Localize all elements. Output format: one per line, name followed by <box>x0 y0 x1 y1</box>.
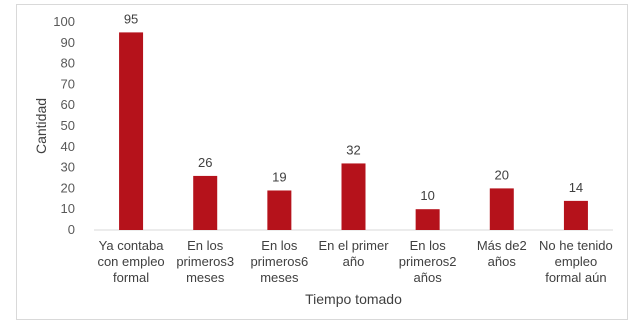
y-tick-label: 60 <box>61 97 75 112</box>
bar <box>342 163 366 230</box>
category-label: En los primeros2 años <box>399 238 457 285</box>
bar-value-label: 26 <box>198 155 212 170</box>
category-label: En los primeros6 meses <box>250 238 308 285</box>
y-tick-label: 50 <box>61 118 75 133</box>
bar <box>564 201 588 230</box>
y-tick-label: 70 <box>61 76 75 91</box>
category-label: En los primeros3 meses <box>176 238 234 285</box>
bar-value-label: 10 <box>420 188 434 203</box>
bar-value-label: 32 <box>346 142 360 157</box>
bar-value-label: 20 <box>495 167 509 182</box>
bar-value-label: 95 <box>124 11 138 26</box>
y-axis-title: Cantidad <box>33 98 49 154</box>
category-label: En el primer año <box>318 238 389 269</box>
y-axis-ticks: 0 10 20 30 40 50 60 70 80 90 100 <box>53 14 75 237</box>
y-tick-label: 20 <box>61 180 75 195</box>
y-tick-label: 90 <box>61 35 75 50</box>
y-tick-label: 0 <box>68 222 75 237</box>
category-label: No he tenido empleo formal aún <box>539 238 613 285</box>
y-tick-label: 40 <box>61 139 75 154</box>
category-labels: Ya contaba con empleo formal En los primeros… <box>97 238 612 285</box>
y-tick-label: 100 <box>53 14 75 29</box>
bars <box>119 32 588 230</box>
y-tick-label: 30 <box>61 160 75 175</box>
bar <box>490 188 514 230</box>
y-tick-label: 80 <box>61 56 75 71</box>
bar-value-label: 19 <box>272 169 286 184</box>
bar-value-label: 14 <box>569 180 583 195</box>
x-axis-title: Tiempo tomado <box>305 291 402 307</box>
category-label: Más de2 años <box>477 238 527 269</box>
category-label: Ya contaba con empleo formal <box>97 238 164 285</box>
bar <box>267 190 291 230</box>
bar <box>119 32 143 230</box>
y-tick-label: 10 <box>61 201 75 216</box>
bar <box>416 209 440 230</box>
bar <box>193 176 217 230</box>
